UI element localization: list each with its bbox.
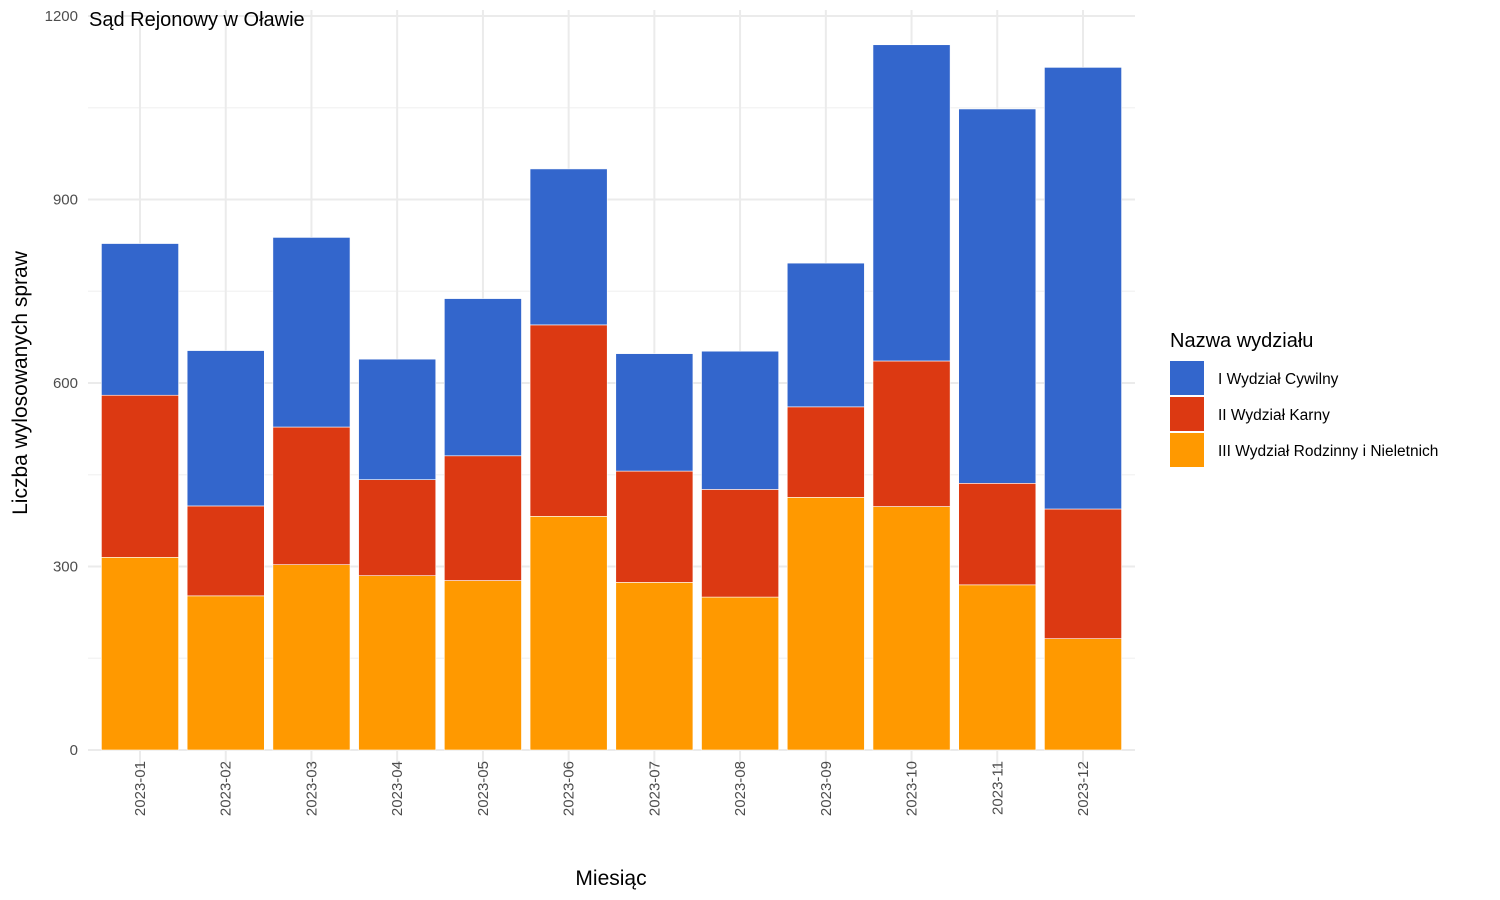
x-tick-label: 2023-04	[389, 761, 406, 816]
legend-label: III Wydział Rodzinny i Nieletnich	[1218, 443, 1438, 460]
bar-segment	[1044, 67, 1122, 510]
bar-segment	[186, 595, 265, 751]
bar-segment	[272, 237, 351, 428]
legend-items: I Wydział Cywilny II Wydział Karny III Wyd…	[1170, 361, 1438, 467]
bar-segment	[786, 497, 865, 751]
bar-segment	[444, 455, 522, 581]
bar-segment	[358, 575, 437, 751]
x-tick-label: 2023-05	[475, 761, 492, 816]
bar-segment	[444, 298, 522, 457]
x-axis-title: Miesiąc	[575, 867, 646, 890]
bar-segment	[872, 506, 951, 751]
bar-segment	[1044, 508, 1122, 639]
x-tick-label: 2023-12	[1075, 761, 1092, 816]
x-tick-label: 2023-09	[818, 761, 835, 816]
bar-segment	[101, 557, 179, 751]
legend: Nazwa wydziału I Wydział Cywilny II Wydzi…	[1170, 330, 1438, 467]
y-tick-label: 900	[53, 192, 78, 209]
x-tick-label: 2023-03	[303, 761, 320, 816]
y-tick-label: 300	[53, 559, 78, 576]
bar-segment	[701, 596, 779, 751]
bar-segment	[444, 580, 522, 751]
x-tick-label: 2023-10	[904, 761, 921, 816]
bar-segment	[1044, 638, 1122, 751]
bar-segment	[958, 108, 1037, 484]
bar-segment	[358, 358, 437, 480]
x-tick-label: 2023-02	[218, 761, 235, 816]
legend-label: II Wydział Karny	[1218, 407, 1330, 424]
bar-segment	[358, 479, 437, 576]
bar-segment	[272, 564, 351, 751]
bar-segment	[529, 516, 608, 751]
x-tick-label: 2023-07	[646, 761, 663, 816]
bar-segment	[529, 168, 608, 326]
x-tick-label: 2023-11	[989, 761, 1006, 815]
y-tick-label: 1200	[45, 8, 78, 25]
legend-title: Nazwa wydziału	[1170, 330, 1313, 352]
x-tick-labels: 2023-01 2023-02 2023-03 2023-04 2023-05 2023-…	[132, 761, 1092, 816]
bar-segment	[701, 489, 779, 598]
x-tick-label: 2023-08	[732, 761, 749, 816]
bar-segment	[529, 324, 608, 517]
bar-segment	[872, 44, 951, 362]
y-tick-label: 600	[53, 375, 78, 392]
legend-label: I Wydział Cywilny	[1218, 371, 1339, 388]
legend-swatch	[1170, 397, 1204, 431]
bar-segment	[786, 406, 865, 498]
bar-segment	[186, 505, 265, 597]
legend-swatch	[1170, 433, 1204, 467]
legend-swatch	[1170, 361, 1204, 395]
y-tick-label: 0	[70, 742, 78, 759]
bar-segment	[101, 394, 179, 558]
y-tick-labels: 0 300 600 900 1200	[45, 8, 78, 759]
bars	[101, 44, 1122, 751]
bar-segment	[615, 582, 694, 751]
bar-segment	[101, 243, 179, 396]
bar-segment	[615, 470, 694, 583]
bar-segment	[272, 426, 351, 565]
bar-segment	[958, 483, 1037, 586]
bar-segment	[872, 360, 951, 507]
bar-segment	[615, 353, 694, 472]
chart-title: Sąd Rejonowy w Oławie	[89, 9, 305, 31]
bar-segment	[186, 350, 265, 507]
bar-segment	[701, 350, 779, 490]
x-tick-label: 2023-06	[561, 761, 578, 816]
y-axis-title: Liczba wylosowanych spraw	[9, 250, 32, 515]
x-tick-label: 2023-01	[132, 761, 149, 816]
bar-segment	[958, 584, 1037, 751]
bar-segment	[786, 262, 865, 408]
